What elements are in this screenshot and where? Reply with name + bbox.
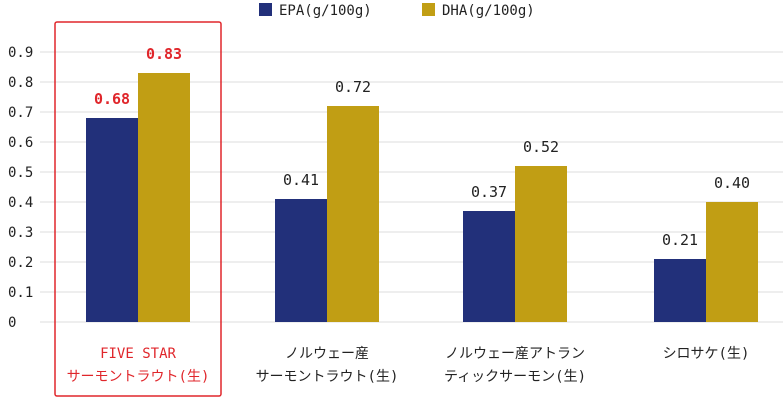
- bar-epa: [463, 211, 515, 322]
- bar-dha: [706, 202, 758, 322]
- legend-swatch: [259, 3, 272, 16]
- data-label: 0.21: [662, 231, 698, 249]
- category-label: サーモントラウト(生): [256, 369, 399, 385]
- y-tick-label: 0.9: [8, 45, 33, 61]
- y-tick-label: 0.8: [8, 75, 33, 91]
- y-tick-label: 0.4: [8, 195, 33, 211]
- category-label: ノルウェー産: [285, 346, 369, 362]
- bar-dha: [138, 73, 190, 322]
- y-tick-label: 0.3: [8, 225, 33, 241]
- highlight-box: [54, 21, 222, 397]
- legend-label: EPA(g/100g): [279, 3, 372, 19]
- category-label: サーモントラウト(生): [67, 369, 210, 385]
- highlight-frame: [54, 21, 222, 397]
- y-tick-label: 0.5: [8, 165, 33, 181]
- y-tick-label: 0.2: [8, 255, 33, 271]
- data-label: 0.72: [335, 78, 371, 96]
- y-tick-label: 0.1: [8, 285, 33, 301]
- bar-dha: [327, 106, 379, 322]
- category-label: シロサケ(生): [663, 346, 750, 362]
- bar-epa: [275, 199, 327, 322]
- data-label: 0.41: [283, 171, 319, 189]
- category-label: FIVE STAR: [100, 346, 176, 362]
- y-tick-label: 0.6: [8, 135, 33, 151]
- bar-dha: [515, 166, 567, 322]
- data-label: 0.83: [146, 45, 182, 63]
- y-tick-label: 0: [8, 315, 16, 331]
- category-label: ティックサーモン(生): [444, 369, 586, 385]
- data-labels: 0.68 0.41 0.37 0.21 0.83 0.72 0.52 0.40: [94, 45, 750, 249]
- category-label: ノルウェー産アトラン: [445, 346, 585, 362]
- bar-epa: [654, 259, 706, 322]
- legend-label: DHA(g/100g): [442, 3, 535, 19]
- legend-swatch: [422, 3, 435, 16]
- data-label: 0.37: [471, 183, 507, 201]
- data-label: 0.52: [523, 138, 559, 156]
- data-label: 0.68: [94, 90, 130, 108]
- data-label: 0.40: [714, 174, 750, 192]
- bars: [86, 73, 758, 322]
- bar-epa: [86, 118, 138, 322]
- y-axis-ticks: 0 0.1 0.2 0.3 0.4 0.5 0.6 0.7 0.8 0.9: [8, 45, 33, 331]
- legend: EPA(g/100g) DHA(g/100g): [259, 3, 535, 19]
- y-tick-label: 0.7: [8, 105, 33, 121]
